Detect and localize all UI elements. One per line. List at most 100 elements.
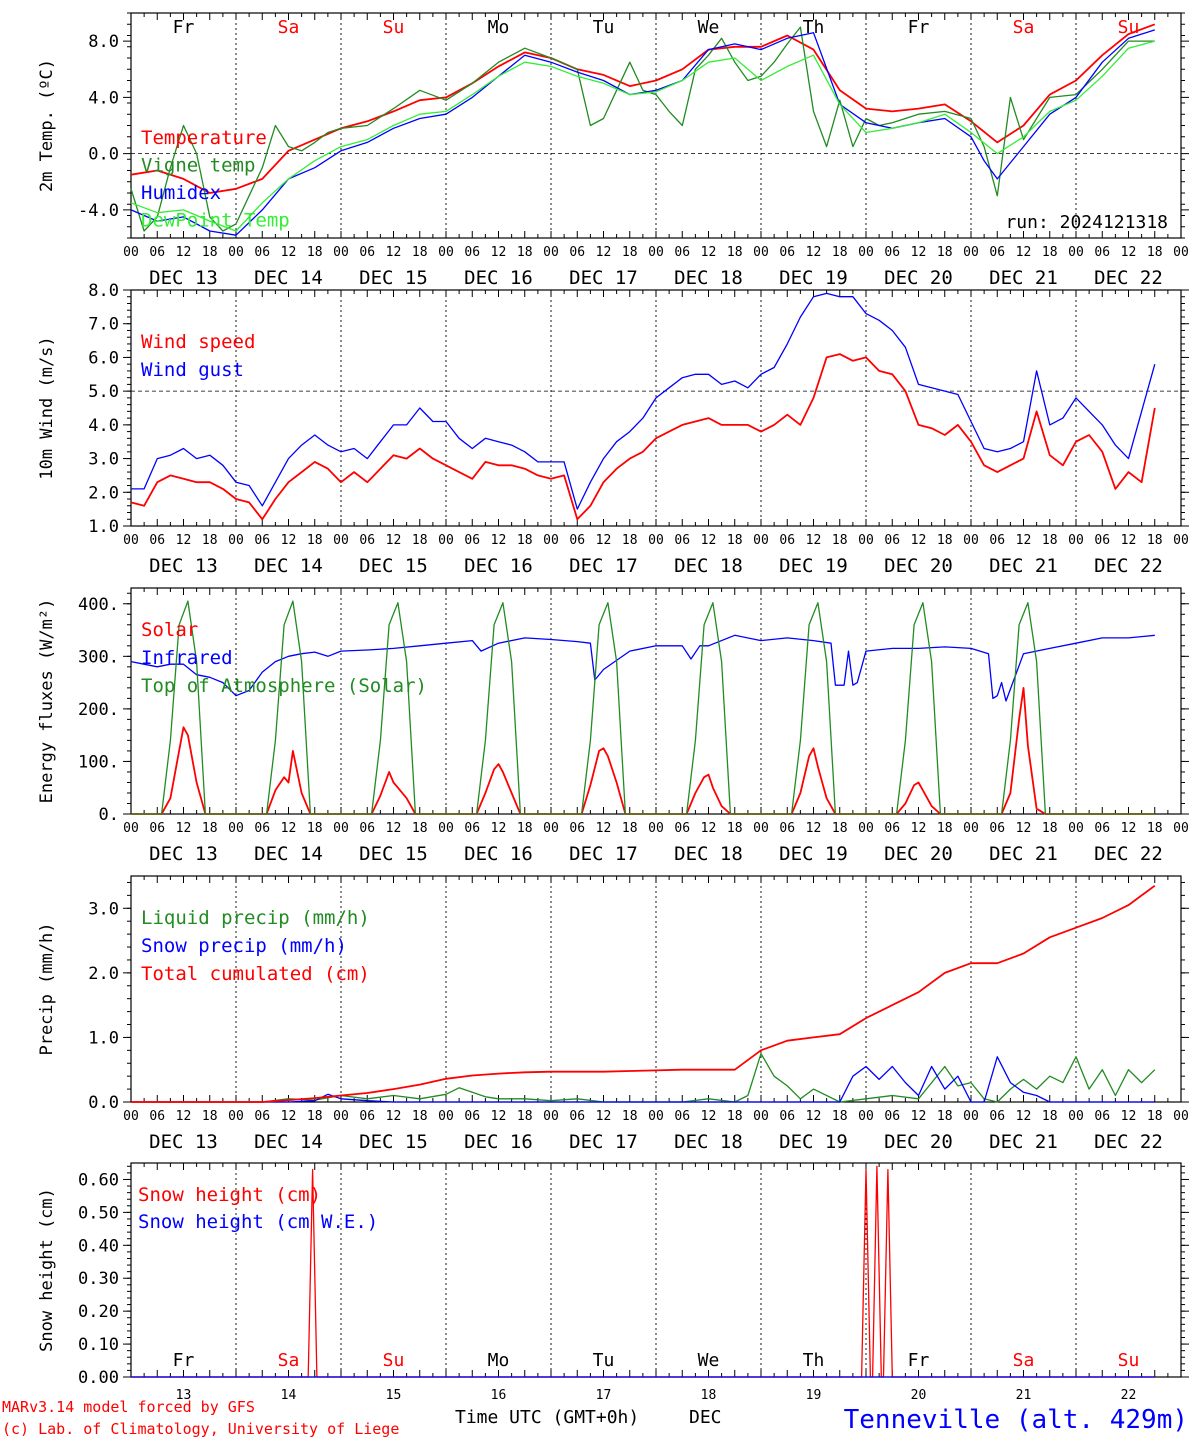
hour-tick-label: 18 xyxy=(307,245,323,260)
hour-tick-label: 06 xyxy=(464,245,480,260)
y-tick-label: 1.0 xyxy=(88,517,119,537)
series-line-wind-gust xyxy=(131,292,1156,510)
day-number-label: 14 xyxy=(281,1388,297,1403)
weekday-label: Sa xyxy=(278,17,300,38)
hour-tick-label: 06 xyxy=(254,821,270,836)
hour-tick-label: 06 xyxy=(989,245,1005,260)
hour-tick-label: 18 xyxy=(202,245,218,260)
hour-tick-label: 12 xyxy=(1121,821,1137,836)
y-tick-label: 0.30 xyxy=(78,1269,119,1289)
hour-tick-label: 12 xyxy=(281,533,297,548)
date-label: DEC 20 xyxy=(884,555,953,577)
hour-tick-label: 06 xyxy=(1094,1109,1110,1124)
y-tick-label: 400. xyxy=(78,595,119,615)
series-line-snow-precip-mm-h- xyxy=(131,1056,1155,1103)
y-axis-label: 10m Wind (m/s) xyxy=(37,336,57,479)
y-tick-label: 3.0 xyxy=(88,450,119,470)
date-label: DEC 18 xyxy=(674,267,743,289)
hour-tick-label: 12 xyxy=(176,821,192,836)
hour-tick-label: 00 xyxy=(333,533,349,548)
series-line-wind-speed xyxy=(130,353,1156,521)
date-label: DEC 20 xyxy=(884,267,953,289)
hour-tick-label: 06 xyxy=(464,821,480,836)
hour-tick-label: 12 xyxy=(911,533,927,548)
hour-tick-label: 06 xyxy=(1094,245,1110,260)
day-number-label: 20 xyxy=(911,1388,927,1403)
hour-tick-label: 06 xyxy=(1094,533,1110,548)
hour-tick-label: 06 xyxy=(254,533,270,548)
hour-tick-label: 12 xyxy=(701,821,717,836)
date-label: DEC 16 xyxy=(464,843,533,865)
date-label: DEC 17 xyxy=(569,843,638,865)
series-line-dewpoint-temp xyxy=(130,40,1155,232)
series-line-top-of-atmosphere-solar- xyxy=(131,600,1155,815)
series-line-liquid-precip-mm-h- xyxy=(131,1052,1156,1103)
hour-tick-label: 12 xyxy=(701,533,717,548)
y-tick-label: 0.60 xyxy=(78,1170,119,1190)
hour-tick-label: 06 xyxy=(254,1109,270,1124)
hour-tick-label: 18 xyxy=(1147,533,1163,548)
hour-tick-label: 18 xyxy=(307,1109,323,1124)
run-annotation: run: 2024121318 xyxy=(1005,212,1168,233)
hour-tick-label: 18 xyxy=(727,821,743,836)
date-label: DEC 22 xyxy=(1094,555,1163,577)
series-line-solar xyxy=(131,687,1155,815)
hour-tick-label: 06 xyxy=(779,1109,795,1124)
date-label: DEC 17 xyxy=(569,267,638,289)
hour-tick-label: 00 xyxy=(963,533,979,548)
hour-tick-label: 06 xyxy=(884,533,900,548)
hour-tick-label: 18 xyxy=(412,1109,428,1124)
legend-entry: DewPoint Temp xyxy=(141,210,290,232)
y-tick-label: 100. xyxy=(78,752,119,772)
legend-entry: Infrared xyxy=(141,647,233,669)
y-tick-label: 6.0 xyxy=(88,348,119,368)
panel-3 xyxy=(123,587,1189,815)
hour-tick-label: 18 xyxy=(832,245,848,260)
hour-tick-label: 12 xyxy=(911,821,927,836)
hour-tick-label: 00 xyxy=(333,1109,349,1124)
weekday-label: Sa xyxy=(1013,1350,1035,1371)
hour-tick-label: 00 xyxy=(1173,533,1189,548)
time-axis-label: Time UTC (GMT+0h) xyxy=(455,1407,639,1428)
hour-tick-label: 12 xyxy=(806,533,822,548)
hour-tick-label: 12 xyxy=(491,1109,507,1124)
hour-tick-label: 00 xyxy=(123,821,139,836)
hour-tick-label: 00 xyxy=(543,821,559,836)
hour-tick-label: 00 xyxy=(438,245,454,260)
hour-tick-label: 06 xyxy=(254,245,270,260)
date-label: DEC 14 xyxy=(254,267,323,289)
legend-entry: Total cumulated (cm) xyxy=(141,963,370,985)
date-label: DEC 13 xyxy=(149,843,218,865)
legend-entry: Snow height (cm) xyxy=(138,1184,321,1206)
date-label: DEC 13 xyxy=(149,1131,218,1153)
series-line-temperature xyxy=(130,23,1156,194)
weekday-label: Mo xyxy=(488,17,510,38)
weekday-label: Tu xyxy=(593,1350,615,1371)
hour-tick-label: 18 xyxy=(202,1109,218,1124)
hour-tick-label: 12 xyxy=(386,821,402,836)
weekday-label: Tu xyxy=(593,17,615,38)
hour-tick-label: 06 xyxy=(149,1109,165,1124)
legend-entry: Temperature xyxy=(141,127,267,149)
hour-tick-label: 12 xyxy=(596,533,612,548)
panel-5 xyxy=(123,1162,1189,1378)
hour-tick-label: 18 xyxy=(832,1109,848,1124)
y-tick-label: 5.0 xyxy=(88,382,119,402)
time-axis-month: DEC xyxy=(689,1407,722,1428)
hour-tick-label: 12 xyxy=(1016,533,1032,548)
y-tick-label: -4.0 xyxy=(78,201,119,221)
date-label: DEC 18 xyxy=(674,843,743,865)
y-tick-label: 4.0 xyxy=(88,88,119,108)
hour-tick-label: 06 xyxy=(359,1109,375,1124)
credit-model: MARv3.14 model forced by GFS xyxy=(2,1398,255,1416)
hour-tick-label: 06 xyxy=(674,245,690,260)
hour-tick-label: 06 xyxy=(569,245,585,260)
date-label: DEC 14 xyxy=(254,555,323,577)
hour-tick-label: 18 xyxy=(412,533,428,548)
hour-tick-label: 18 xyxy=(727,533,743,548)
y-tick-label: 2.0 xyxy=(88,483,119,503)
y-tick-label: 8.0 xyxy=(88,32,119,52)
day-number-label: 15 xyxy=(386,1388,402,1403)
hour-tick-label: 06 xyxy=(884,821,900,836)
hour-tick-label: 00 xyxy=(858,533,874,548)
